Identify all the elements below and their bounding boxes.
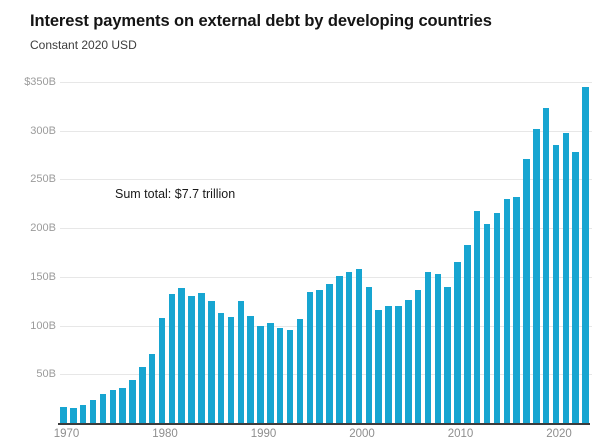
bar-2005[interactable] <box>405 300 412 423</box>
bar-1987[interactable] <box>227 316 235 423</box>
bar-1996[interactable] <box>316 289 323 423</box>
bar-2009[interactable] <box>444 286 451 423</box>
x-axis-tick-label-2010: 2010 <box>447 428 474 440</box>
y-axis-tick-label-300: 300B <box>30 124 56 137</box>
bar-1989[interactable] <box>247 315 254 423</box>
bar-2018[interactable] <box>533 128 540 423</box>
y-axis-tick-label-250: 250B <box>30 173 56 186</box>
bar-1977[interactable] <box>129 380 136 423</box>
bar-1997[interactable] <box>326 283 333 423</box>
bar-1975[interactable] <box>109 389 116 423</box>
bar-1973[interactable] <box>89 399 97 423</box>
bar-1972[interactable] <box>79 405 87 423</box>
bar-2001[interactable] <box>365 286 373 423</box>
bar-2012[interactable] <box>473 210 481 423</box>
x-axis-line <box>58 423 590 425</box>
bar-1971[interactable] <box>70 408 77 423</box>
bar-2020[interactable] <box>552 145 560 423</box>
bar-1993[interactable] <box>286 330 294 423</box>
bar-1979[interactable] <box>148 353 156 423</box>
bar-2013[interactable] <box>483 224 491 423</box>
bar-1980[interactable] <box>158 317 166 423</box>
chart-title: Interest payments on external debt by de… <box>30 12 492 30</box>
bar-1999[interactable] <box>345 271 353 423</box>
bar-2002[interactable] <box>375 309 382 423</box>
x-axis-tick-label-1980: 1980 <box>152 428 178 440</box>
bar-2021[interactable] <box>562 132 570 423</box>
bar-2016[interactable] <box>513 196 520 423</box>
x-axis-tick-label-1990: 1990 <box>250 428 277 440</box>
gridline-350 <box>60 82 592 83</box>
bar-1976[interactable] <box>119 387 126 423</box>
bar-1983[interactable] <box>188 296 195 423</box>
y-axis-tick-label-350: $350B <box>24 76 56 88</box>
bar-2011[interactable] <box>464 244 471 423</box>
bar-2014[interactable] <box>493 212 501 423</box>
y-axis-tick-label-50: 50B <box>36 368 56 381</box>
sum-total-annotation: Sum total: $7.7 trillion <box>115 187 236 201</box>
bar-1981[interactable] <box>168 294 176 423</box>
bar-2006[interactable] <box>414 289 422 423</box>
gridline-150 <box>60 276 592 278</box>
bar-1992[interactable] <box>276 327 284 423</box>
bar-2008[interactable] <box>434 273 442 423</box>
gridline-100 <box>60 325 592 327</box>
y-axis-tick-label-100: 100B <box>30 319 56 332</box>
bar-1984[interactable] <box>198 293 205 423</box>
bar-2010[interactable] <box>454 262 461 423</box>
bar-2007[interactable] <box>424 271 432 423</box>
x-axis-tick-label-2000: 2000 <box>349 428 375 440</box>
bar-2023[interactable] <box>582 86 589 423</box>
bar-2017[interactable] <box>523 158 530 423</box>
y-axis-tick-label-200: 200B <box>30 222 56 235</box>
x-axis-tick-label-2020: 2020 <box>546 428 572 440</box>
gridline-300 <box>60 130 592 132</box>
bar-1988[interactable] <box>237 301 245 423</box>
bar-1991[interactable] <box>267 322 274 423</box>
bar-1998[interactable] <box>336 275 343 423</box>
bar-2022[interactable] <box>572 152 579 423</box>
bar-1970[interactable] <box>60 407 67 423</box>
gridline-50 <box>60 374 592 376</box>
bar-1978[interactable] <box>139 367 146 423</box>
bar-2000[interactable] <box>355 269 363 423</box>
bar-1986[interactable] <box>217 312 225 423</box>
bar-1985[interactable] <box>208 301 215 423</box>
bar-2019[interactable] <box>542 108 550 423</box>
bar-1990[interactable] <box>257 325 264 423</box>
bar-1974[interactable] <box>99 393 107 423</box>
x-axis-tick-label-1970: 1970 <box>53 428 80 440</box>
bar-1994[interactable] <box>296 318 304 423</box>
y-axis-tick-label-150: 150B <box>30 270 56 283</box>
bar-2004[interactable] <box>395 306 402 423</box>
bar-1995[interactable] <box>306 292 313 423</box>
bar-2003[interactable] <box>385 306 392 423</box>
gridline-250 <box>60 179 592 181</box>
gridline-200 <box>60 228 592 230</box>
bar-1982[interactable] <box>178 287 185 423</box>
chart-subtitle: Constant 2020 USD <box>30 38 137 52</box>
bar-2015[interactable] <box>503 198 510 423</box>
